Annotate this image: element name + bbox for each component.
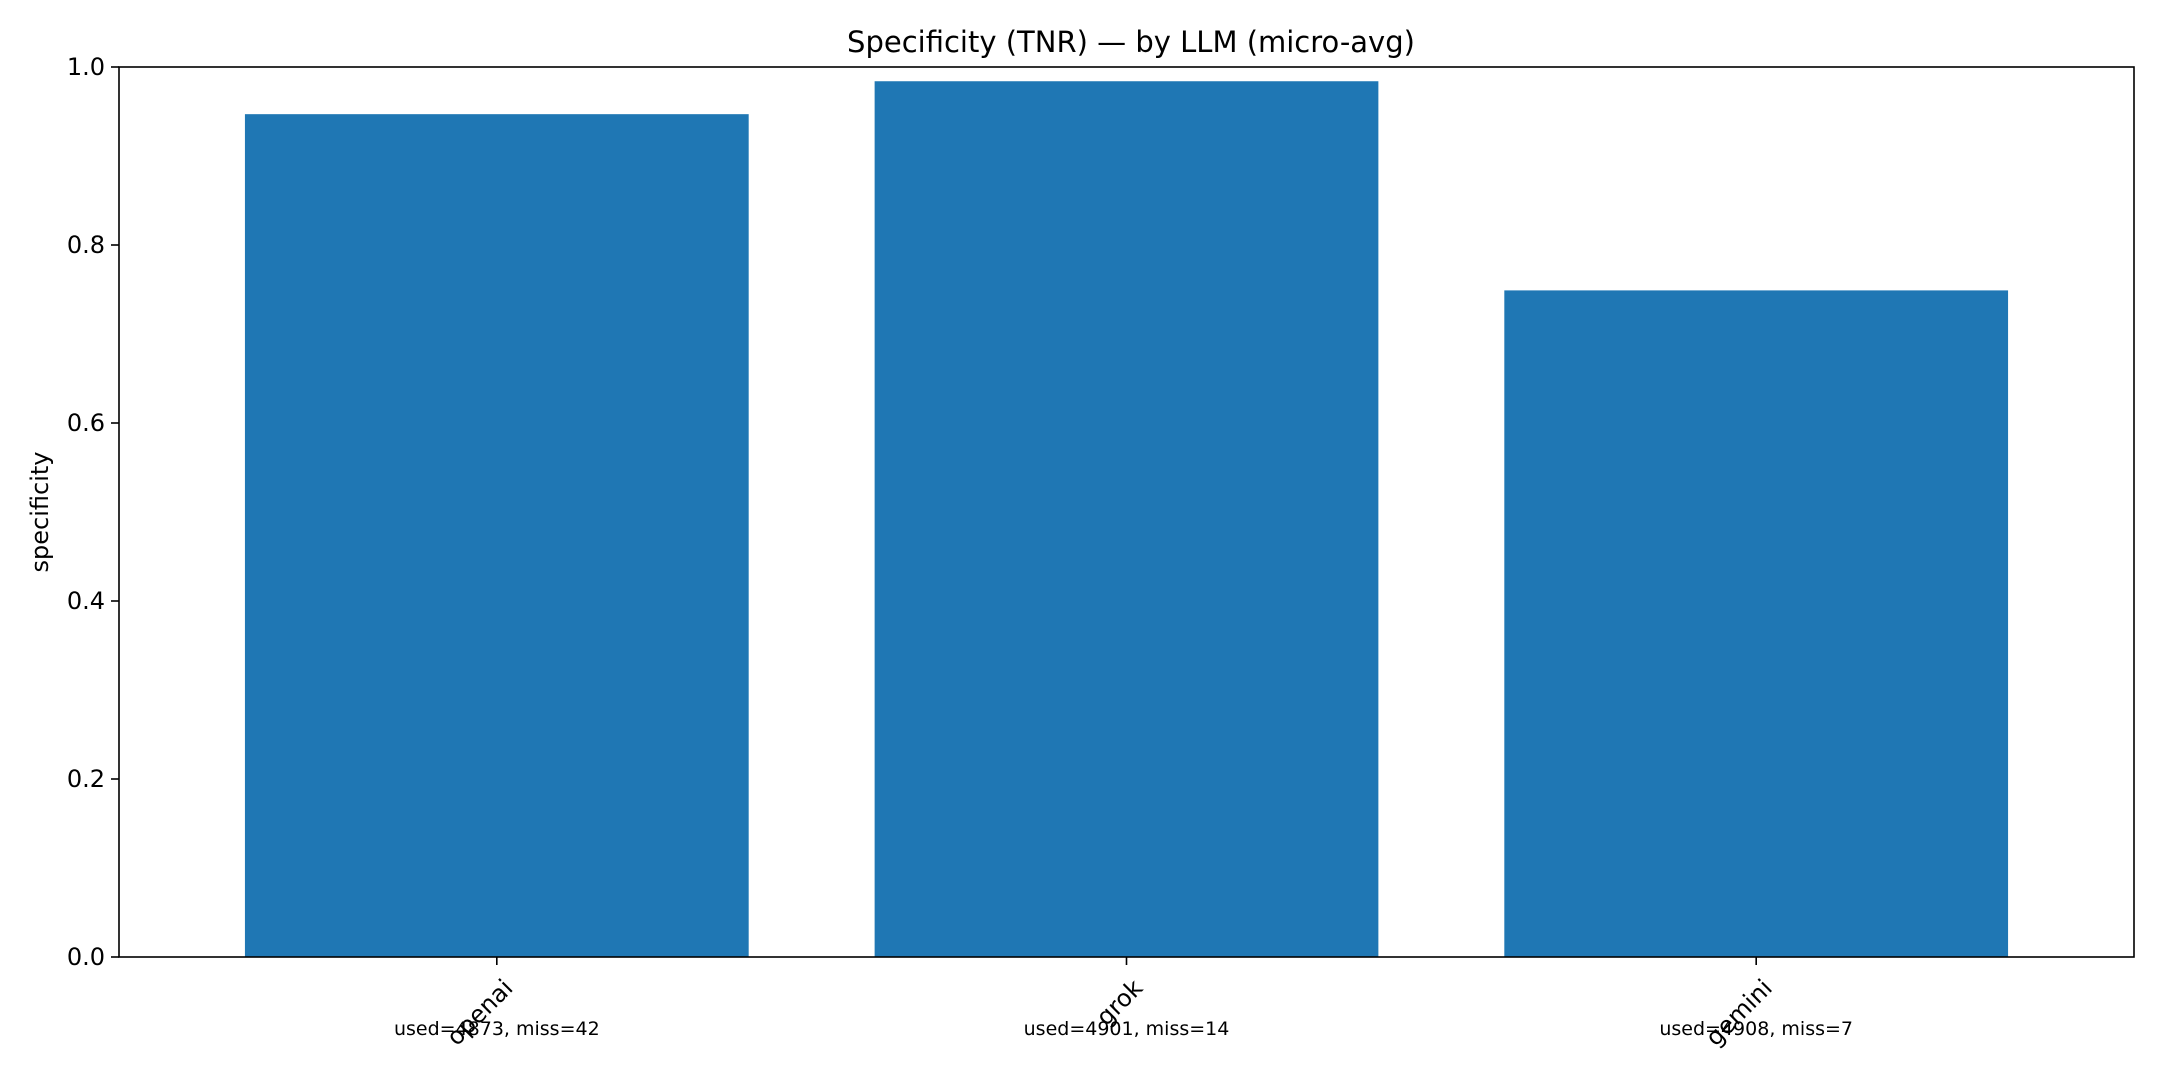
y-tick-label: 0.4 <box>67 587 105 615</box>
bar-openai <box>244 114 749 958</box>
chart-title: Specificity (TNR) — by LLM (micro-avg) <box>847 25 1415 59</box>
bar-annotation-openai: used=4873, miss=42 <box>394 1018 600 1040</box>
y-tick-label: 0.2 <box>67 765 105 793</box>
y-tick-label: 0.8 <box>67 231 105 259</box>
y-tick-label: 1.0 <box>67 53 105 81</box>
y-tick-label: 0.6 <box>67 409 105 437</box>
bar-annotation-grok: used=4901, miss=14 <box>1024 1018 1230 1040</box>
bar-grok <box>874 81 1379 958</box>
bar-annotation-gemini: used=4908, miss=7 <box>1659 1018 1853 1040</box>
bar-gemini <box>1504 290 2009 957</box>
y-tick-label: 0.0 <box>67 943 105 971</box>
y-axis-label: specificity <box>26 452 54 573</box>
